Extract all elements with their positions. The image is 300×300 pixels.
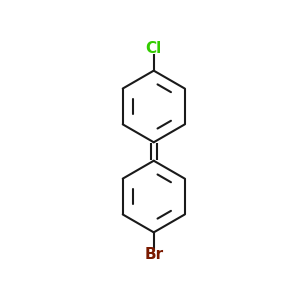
Text: Cl: Cl bbox=[146, 41, 162, 56]
Text: Br: Br bbox=[144, 248, 163, 262]
